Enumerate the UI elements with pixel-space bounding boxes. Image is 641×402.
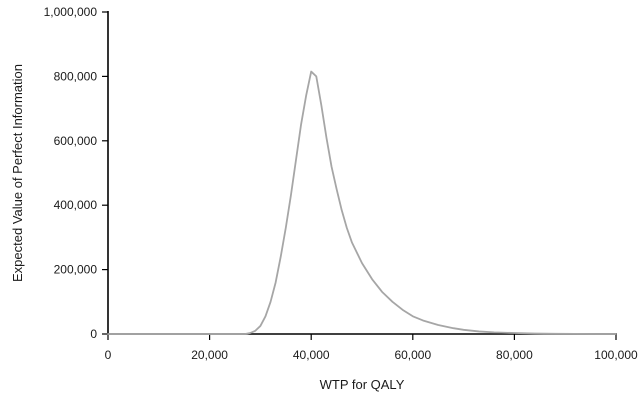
y-axis-ticks: 0 200,000 400,000 600,000 800,000 1,000,000 xyxy=(44,5,108,341)
series-group xyxy=(107,70,617,335)
y-tick-label: 200,000 xyxy=(54,263,98,277)
x-axis-ticks: 0 20,000 40,000 60,000 80,000 100,000 xyxy=(105,334,638,362)
x-tick-label: 0 xyxy=(105,348,112,362)
y-tick-label: 600,000 xyxy=(54,134,98,148)
x-tick-label: 80,000 xyxy=(496,348,533,362)
y-axis-title: Expected Value of Perfect Information xyxy=(10,64,25,282)
evpi-series-line xyxy=(107,70,617,335)
plot-area: 0 20,000 40,000 60,000 80,000 100,000 0 200,00… xyxy=(44,5,638,362)
y-tick-label: 0 xyxy=(90,327,97,341)
y-tick-label: 1,000,000 xyxy=(44,5,98,19)
x-tick-label: 100,000 xyxy=(594,348,638,362)
y-tick-label: 400,000 xyxy=(54,198,98,212)
x-tick-label: 20,000 xyxy=(191,348,228,362)
x-tick-label: 60,000 xyxy=(394,348,431,362)
x-tick-label: 40,000 xyxy=(293,348,330,362)
y-tick-label: 800,000 xyxy=(54,69,98,83)
x-axis-title: WTP for QALY xyxy=(320,377,405,392)
